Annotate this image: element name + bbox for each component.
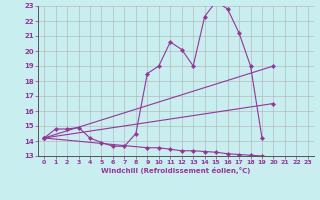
X-axis label: Windchill (Refroidissement éolien,°C): Windchill (Refroidissement éolien,°C): [101, 167, 251, 174]
